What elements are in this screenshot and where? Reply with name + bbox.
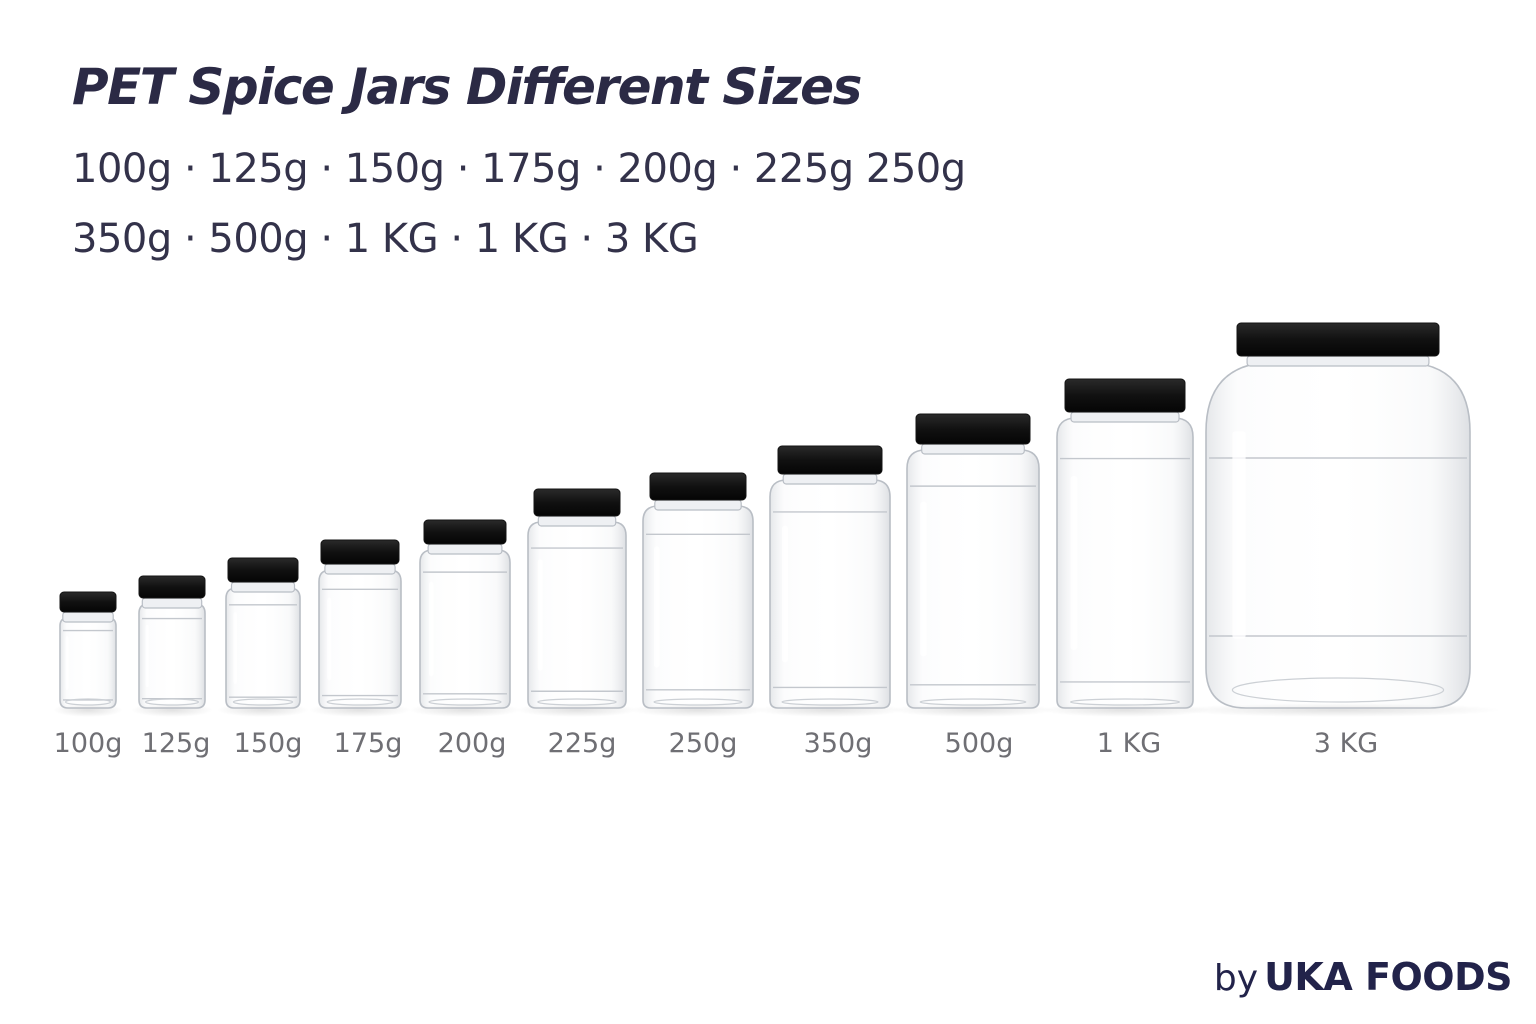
jar-3-kg [1174, 322, 1502, 717]
jar-base [145, 698, 200, 706]
jar-highlight [145, 624, 149, 688]
sizes-line-1: 100g · 125g · 150g · 175g · 200g · 225g … [72, 146, 966, 192]
jar-highlight [1232, 431, 1246, 639]
jar-highlight [920, 501, 927, 657]
jar-body [1205, 361, 1471, 709]
jar-lid [1064, 378, 1186, 413]
jar-size-labels: 100g 125g 150g 175g 200g 225g 250g 350g 500g 1 KG… [0, 728, 1536, 768]
jar-175g [309, 539, 411, 717]
jar-label-150g: 150g [233, 728, 303, 759]
brand-prefix: by [1213, 958, 1259, 999]
brand-name: UKA FOODS [1264, 955, 1512, 999]
jar-lid [1236, 322, 1440, 357]
jar-body [527, 521, 627, 709]
jar-label-175g: 175g [333, 728, 403, 759]
jar-lid [423, 519, 507, 545]
jar-label-350g: 350g [803, 728, 873, 759]
jar-highlight [782, 525, 788, 663]
jar-lid [649, 472, 747, 501]
jar-250g [629, 472, 767, 717]
jar-label-1-kg: 1 KG [1096, 728, 1162, 759]
jar-highlight [327, 597, 332, 681]
jar-lid [915, 413, 1031, 445]
jar-base [653, 698, 743, 706]
jar-lid [777, 445, 883, 475]
jar-label-250g: 250g [668, 728, 738, 759]
jar-lineup-graphic [53, 322, 1502, 717]
brand-mark: by UKA FOODS [1213, 955, 1513, 999]
jar-150g [217, 557, 309, 717]
jar-neck [230, 581, 296, 593]
jar-base [326, 698, 394, 706]
jar-200g [409, 519, 521, 717]
jar-neck [62, 611, 114, 623]
jar-neck [921, 443, 1025, 455]
jar-body [1056, 417, 1194, 709]
jar-body [225, 587, 301, 709]
jar-base [781, 698, 879, 706]
sizes-line-2: 350g · 500g · 1 KG · 1 KG · 3 KG [72, 216, 699, 262]
jar-neck [1246, 355, 1430, 367]
jar-base [64, 698, 111, 706]
jar-body [769, 479, 891, 709]
jar-body [906, 449, 1040, 709]
jar-500g [891, 413, 1055, 717]
jar-highlight [537, 559, 543, 671]
jar-neck [537, 515, 617, 527]
jar-label-3-kg: 3 KG [1313, 728, 1379, 759]
jar-base [1069, 698, 1180, 706]
jar-base [1231, 677, 1445, 703]
jar-label-125g: 125g [141, 728, 211, 759]
jar-225g [516, 488, 638, 717]
jar-base [232, 698, 294, 706]
jar-100g [53, 591, 123, 717]
jar-125g [131, 575, 213, 717]
jar-highlight [233, 612, 238, 684]
jar-base [919, 698, 1027, 706]
jar-1-kg [1040, 378, 1210, 717]
jar-highlight [654, 546, 660, 668]
jar-label-500g: 500g [944, 728, 1014, 759]
jar-lid [138, 575, 206, 599]
jar-neck [1070, 411, 1180, 423]
page-title: PET Spice Jars Different Sizes [72, 58, 862, 116]
jar-neck [324, 563, 396, 575]
jar-highlight [65, 636, 69, 690]
jar-label-225g: 225g [547, 728, 617, 759]
jar-lid [59, 591, 117, 613]
jar-lineup [0, 300, 1536, 780]
jar-base [537, 698, 617, 706]
jar-base [428, 698, 502, 706]
jar-350g [755, 445, 905, 717]
jar-lid [320, 539, 400, 565]
jar-lid [533, 488, 621, 517]
jar-neck [654, 499, 742, 511]
jar-body [642, 505, 754, 709]
jar-label-100g: 100g [53, 728, 123, 759]
jar-neck [141, 597, 203, 609]
jar-neck [782, 473, 878, 485]
jar-lid [227, 557, 299, 583]
jar-highlight [429, 581, 434, 677]
jar-highlight [1070, 476, 1078, 650]
jar-neck [427, 543, 503, 555]
jar-label-200g: 200g [437, 728, 507, 759]
